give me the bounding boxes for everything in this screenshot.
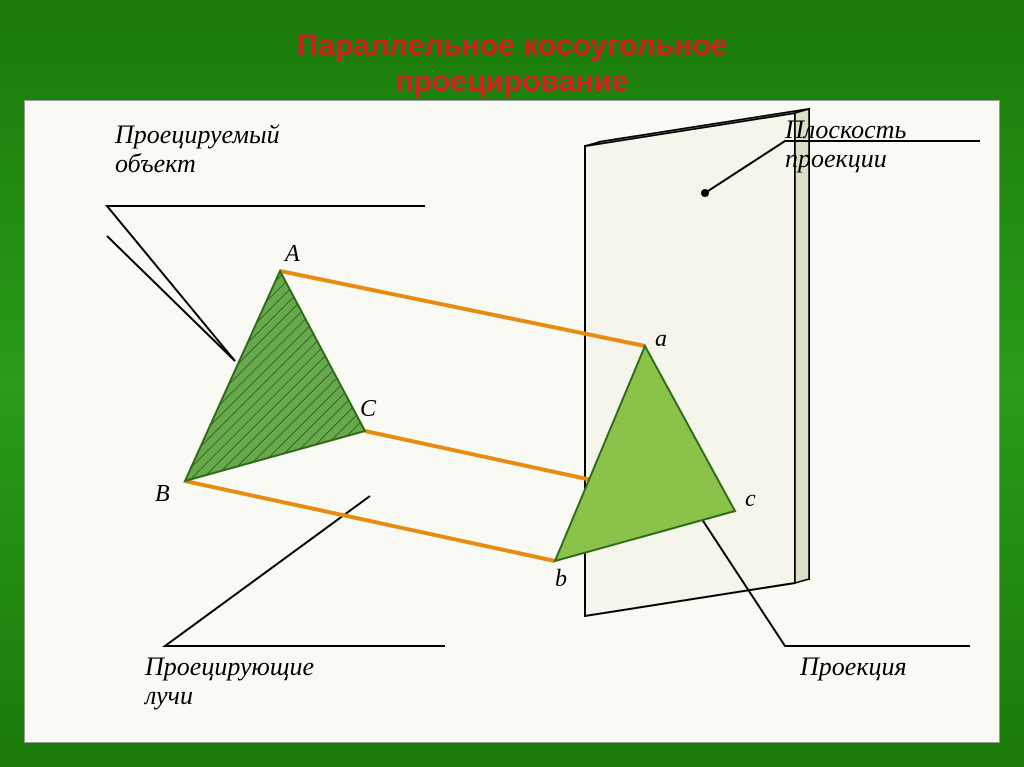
label-projecting-rays: Проецирующие лучи [145,653,314,710]
triangle-object [185,271,365,481]
point-label-c: c [745,486,756,513]
slide-title: Параллельное косоугольное проецирование [0,28,1024,100]
point-label-b: b [555,566,567,593]
label-projection: Проекция [800,653,907,682]
projection-diagram [25,101,1001,744]
point-label-A: A [285,241,300,268]
diagram-panel: Проецируемый объект Плоскость проекции П… [24,100,1000,743]
label-projected-object: Проецируемый объект [115,121,280,178]
title-line-1: Параллельное косоугольное [0,28,1024,64]
point-label-C: C [360,396,376,423]
label-projection-plane: Плоскость проекции [785,116,906,173]
point-label-B: B [155,481,170,508]
slide-frame: Параллельное косоугольное проецирование [0,0,1024,767]
title-line-2: проецирование [0,64,1024,100]
point-label-a: a [655,326,667,353]
